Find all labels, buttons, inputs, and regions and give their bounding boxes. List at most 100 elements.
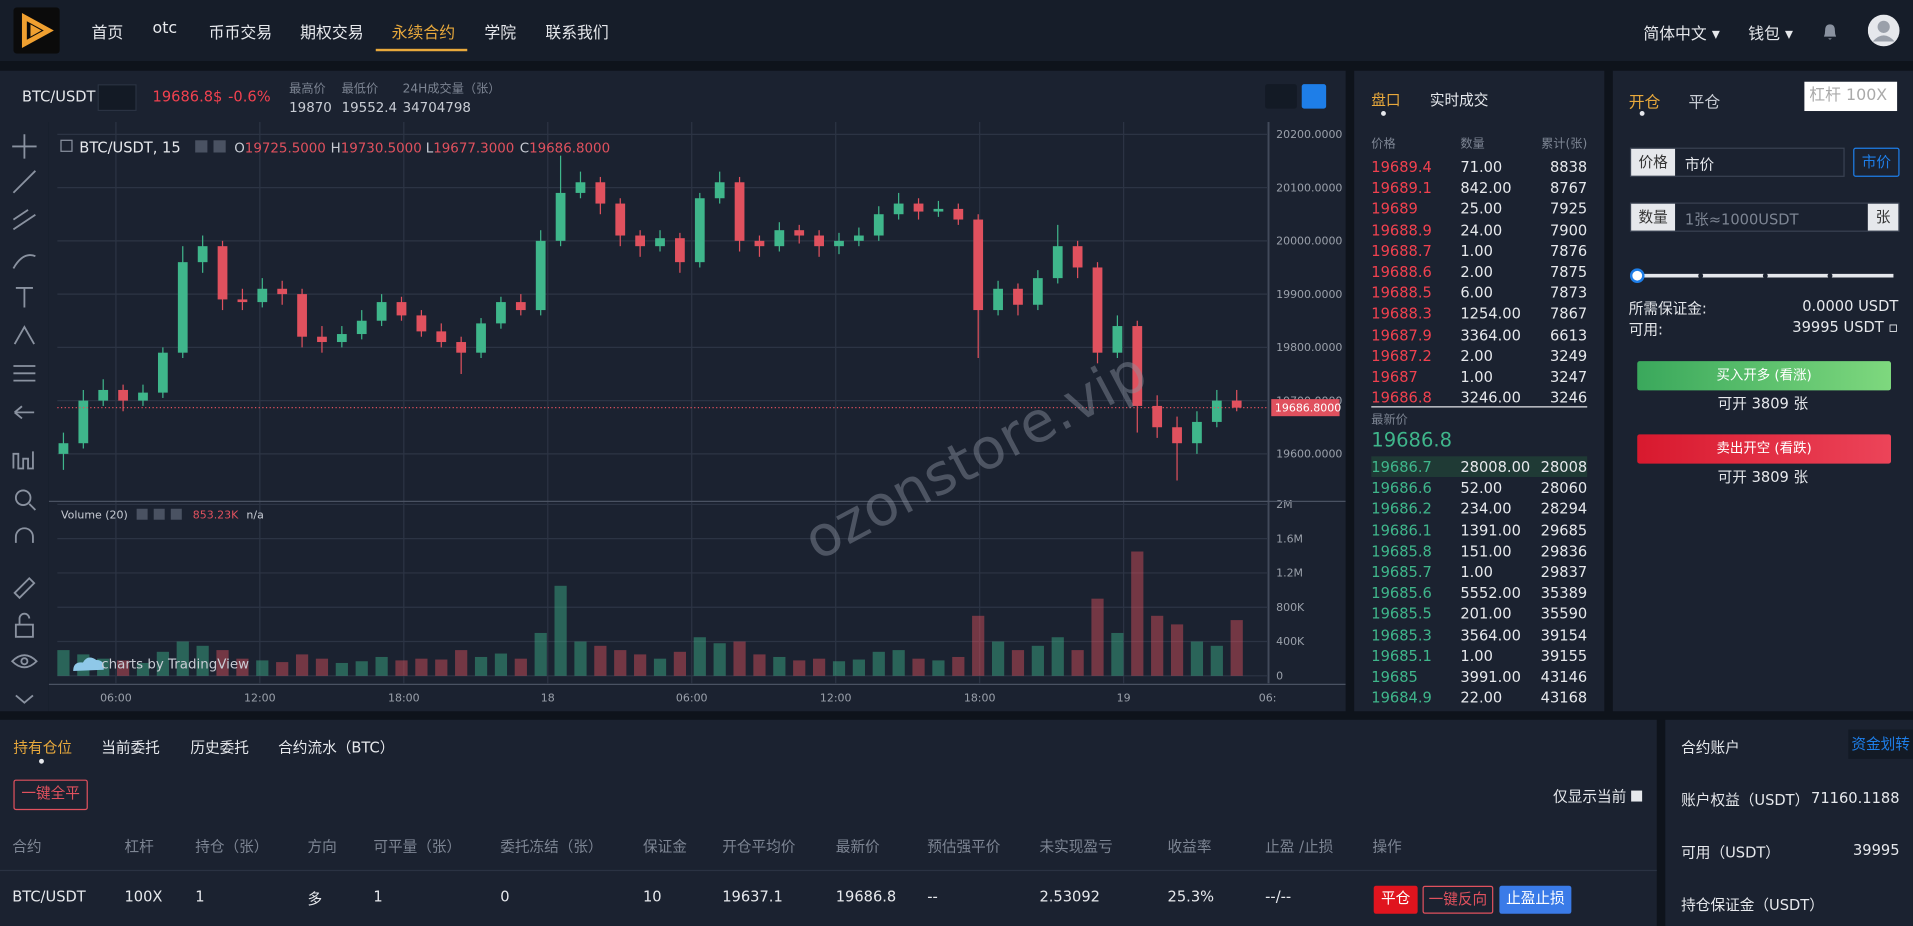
- y-tick-label: 19600.0000: [1276, 448, 1342, 461]
- table-cell: 19686.8: [835, 888, 897, 906]
- tab-trades[interactable]: 实时成交: [1429, 91, 1489, 109]
- pair-switch[interactable]: [97, 84, 137, 112]
- ob-total: 3249: [1549, 347, 1588, 365]
- table-header: 未实现盈亏: [1039, 838, 1113, 856]
- bell-icon[interactable]: [1820, 22, 1840, 42]
- market-button[interactable]: 市价: [1853, 147, 1900, 177]
- position-tab[interactable]: 历史委托: [190, 739, 249, 757]
- table-cell: 0: [500, 888, 510, 906]
- close-all-button[interactable]: 一键全平: [13, 779, 88, 811]
- candle-body: [714, 182, 725, 199]
- volume-legend-ma: n/a: [246, 509, 263, 522]
- ob-total: 39155: [1540, 647, 1588, 665]
- slider[interactable]: [1629, 266, 1901, 286]
- x-tick-label: 12:00: [244, 691, 276, 704]
- high-label: 最高价: [289, 82, 326, 97]
- volume-bar: [335, 662, 348, 676]
- volume-bar: [315, 658, 329, 676]
- ob-price: 19685.8: [1371, 542, 1432, 560]
- candle-body: [1132, 326, 1143, 406]
- table-header: 杠杆: [124, 838, 154, 856]
- y-tick-label: 20000.0000: [1276, 235, 1342, 248]
- qty-input[interactable]: 数量 1张≈1000USDT 张: [1629, 202, 1900, 232]
- volume-bar: [236, 658, 249, 676]
- position-tab[interactable]: 合约流水（BTC）: [278, 739, 395, 757]
- only-current[interactable]: 仅显示当前: [1553, 786, 1642, 807]
- nav-item[interactable]: 永续合约: [391, 24, 456, 43]
- language[interactable]: 简体中文 ▾: [1643, 25, 1720, 44]
- tab-depth[interactable]: 盘口: [1371, 91, 1401, 109]
- candle-body: [1112, 326, 1123, 353]
- candle-body: [58, 443, 69, 454]
- wallet[interactable]: 钱包 ▾: [1748, 25, 1794, 44]
- sell-label: 卖出开空: [1716, 440, 1771, 457]
- volume-bar: [773, 656, 786, 676]
- ohlc-legend: C19686.8000: [520, 142, 610, 157]
- ob-amount: 24.00: [1460, 221, 1503, 239]
- action-button[interactable]: 一键反向: [1422, 885, 1494, 914]
- volume-bar: [932, 660, 945, 676]
- table-header: 方向: [307, 838, 337, 856]
- toggle-on[interactable]: [1301, 84, 1327, 109]
- nav-item[interactable]: 联系我们: [545, 24, 609, 43]
- volume-tick-label: 400K: [1276, 635, 1305, 648]
- sell-button[interactable]: 卖出开空 (看跌): [1637, 434, 1891, 464]
- ob-price: 19688.5: [1371, 284, 1432, 302]
- volume-bar: [972, 615, 985, 676]
- ob-total: 43168: [1540, 689, 1588, 707]
- tab-dot: [1381, 111, 1386, 116]
- legend-icon: [136, 508, 148, 520]
- volume-bar: [614, 650, 627, 676]
- account-value: 39995: [1852, 841, 1900, 859]
- action-button[interactable]: 平仓: [1373, 885, 1418, 914]
- ob-total: 28060: [1540, 479, 1588, 497]
- candle-body: [774, 230, 785, 247]
- tab-dot: [1639, 111, 1645, 116]
- candle-body: [913, 203, 924, 212]
- nav-item[interactable]: otc: [152, 19, 178, 38]
- buy-button[interactable]: 买入开多 (看涨): [1637, 361, 1891, 391]
- avatar[interactable]: [1867, 14, 1900, 47]
- ob-total: 39154: [1540, 626, 1588, 644]
- price-input[interactable]: 价格 市价: [1629, 147, 1845, 177]
- volume-legend-value: 853.23K: [193, 509, 239, 522]
- ob-amount: 201.00: [1460, 605, 1512, 623]
- volume-bar: [276, 662, 289, 676]
- nav-item[interactable]: 币币交易: [208, 24, 273, 43]
- tab-close[interactable]: 平仓: [1688, 93, 1721, 113]
- volume-bar: [395, 660, 408, 676]
- avail: 39995 USDT ▫: [1792, 318, 1899, 336]
- position-tab[interactable]: 当前委托: [101, 739, 160, 757]
- ob-total: 35389: [1540, 584, 1588, 602]
- nav-item[interactable]: 首页: [91, 24, 124, 43]
- ob-price: 19686.7: [1371, 458, 1432, 476]
- nav-item[interactable]: 期权交易: [300, 24, 364, 43]
- ob-amount: 3991.00: [1460, 668, 1521, 686]
- candle-body: [138, 392, 148, 401]
- tradingview-cloud: [73, 657, 104, 671]
- checkbox[interactable]: [1630, 790, 1642, 802]
- tab-open[interactable]: 开仓: [1628, 93, 1661, 113]
- transfer-button[interactable]: 资金划转: [1848, 729, 1913, 759]
- ob-price: 19685.5: [1371, 605, 1432, 623]
- candle-body: [237, 299, 248, 303]
- nav-item[interactable]: 学院: [484, 24, 517, 43]
- row-divider: [0, 869, 1657, 872]
- candle-body: [535, 240, 546, 311]
- legend-icon: [213, 140, 226, 153]
- leverage-input[interactable]: 杠杆 100X: [1804, 81, 1898, 112]
- volume-bar: [594, 645, 607, 676]
- ob-price: 19686.2: [1371, 500, 1432, 518]
- account-label: 账户权益（USDT）: [1681, 791, 1810, 809]
- table-cell: --: [927, 888, 938, 906]
- candle-body: [416, 315, 427, 332]
- ohlc-key: L: [426, 142, 434, 157]
- action-button[interactable]: 止盈止损: [1499, 885, 1572, 914]
- logo[interactable]: [13, 7, 60, 54]
- position-tab[interactable]: 持有仓位: [13, 739, 72, 757]
- toggle-off[interactable]: [1265, 84, 1297, 109]
- ohlc-legend: H19730.5000: [331, 142, 422, 157]
- volume-bar: [673, 651, 687, 676]
- volume-tick-label: 1.6M: [1276, 532, 1303, 545]
- candle-body: [456, 342, 467, 353]
